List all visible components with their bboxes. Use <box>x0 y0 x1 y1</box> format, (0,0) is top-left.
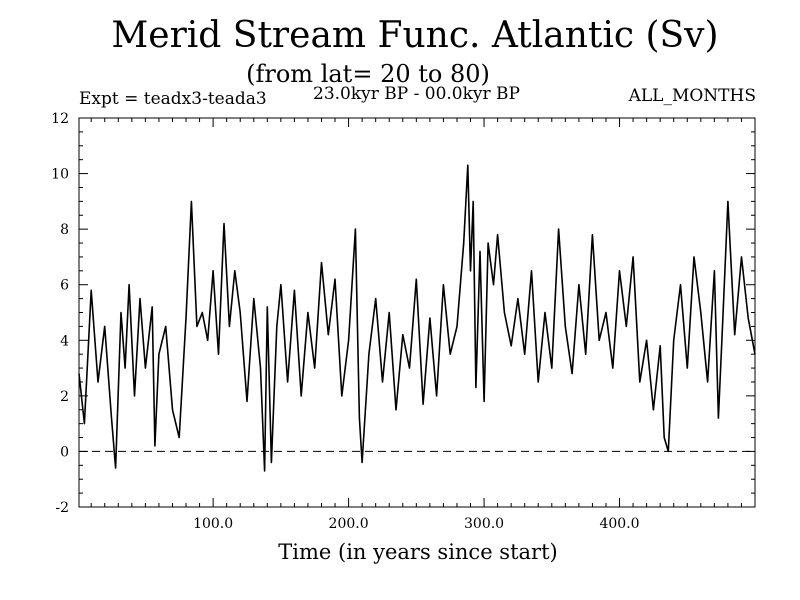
y-tick-label: 8 <box>60 222 69 238</box>
y-tick-label: 12 <box>51 111 69 127</box>
chart-title: Merid Stream Func. Atlantic (Sv) <box>111 15 719 56</box>
axis-ticks <box>79 117 755 508</box>
x-axis-label: Time (in years since start) <box>278 540 558 564</box>
x-tick-label: 400.0 <box>599 516 639 532</box>
x-tick-label: 300.0 <box>464 516 504 532</box>
y-tick-label: 2 <box>60 389 69 405</box>
tick-labels: 100.0 200.0 300.0 400.0 -2 0 2 4 6 8 10 12 <box>51 111 639 532</box>
experiment-label: Expt = teadx3-teada3 <box>79 89 267 109</box>
chart-subtitle: (from lat= 20 to 80) <box>246 60 490 88</box>
y-tick-label: -2 <box>55 500 69 516</box>
x-tick-label: 200.0 <box>329 516 369 532</box>
plot-frame <box>78 117 756 508</box>
y-tick-label: 6 <box>60 278 69 294</box>
series-line <box>78 164 756 472</box>
x-tick-label: 100.0 <box>193 516 233 532</box>
y-tick-label: 0 <box>60 444 69 460</box>
months-label: ALL_MONTHS <box>628 86 756 106</box>
period-label: 23.0kyr BP - 00.0kyr BP <box>313 84 520 104</box>
y-tick-label: 10 <box>51 167 69 183</box>
y-tick-label: 4 <box>60 333 69 349</box>
